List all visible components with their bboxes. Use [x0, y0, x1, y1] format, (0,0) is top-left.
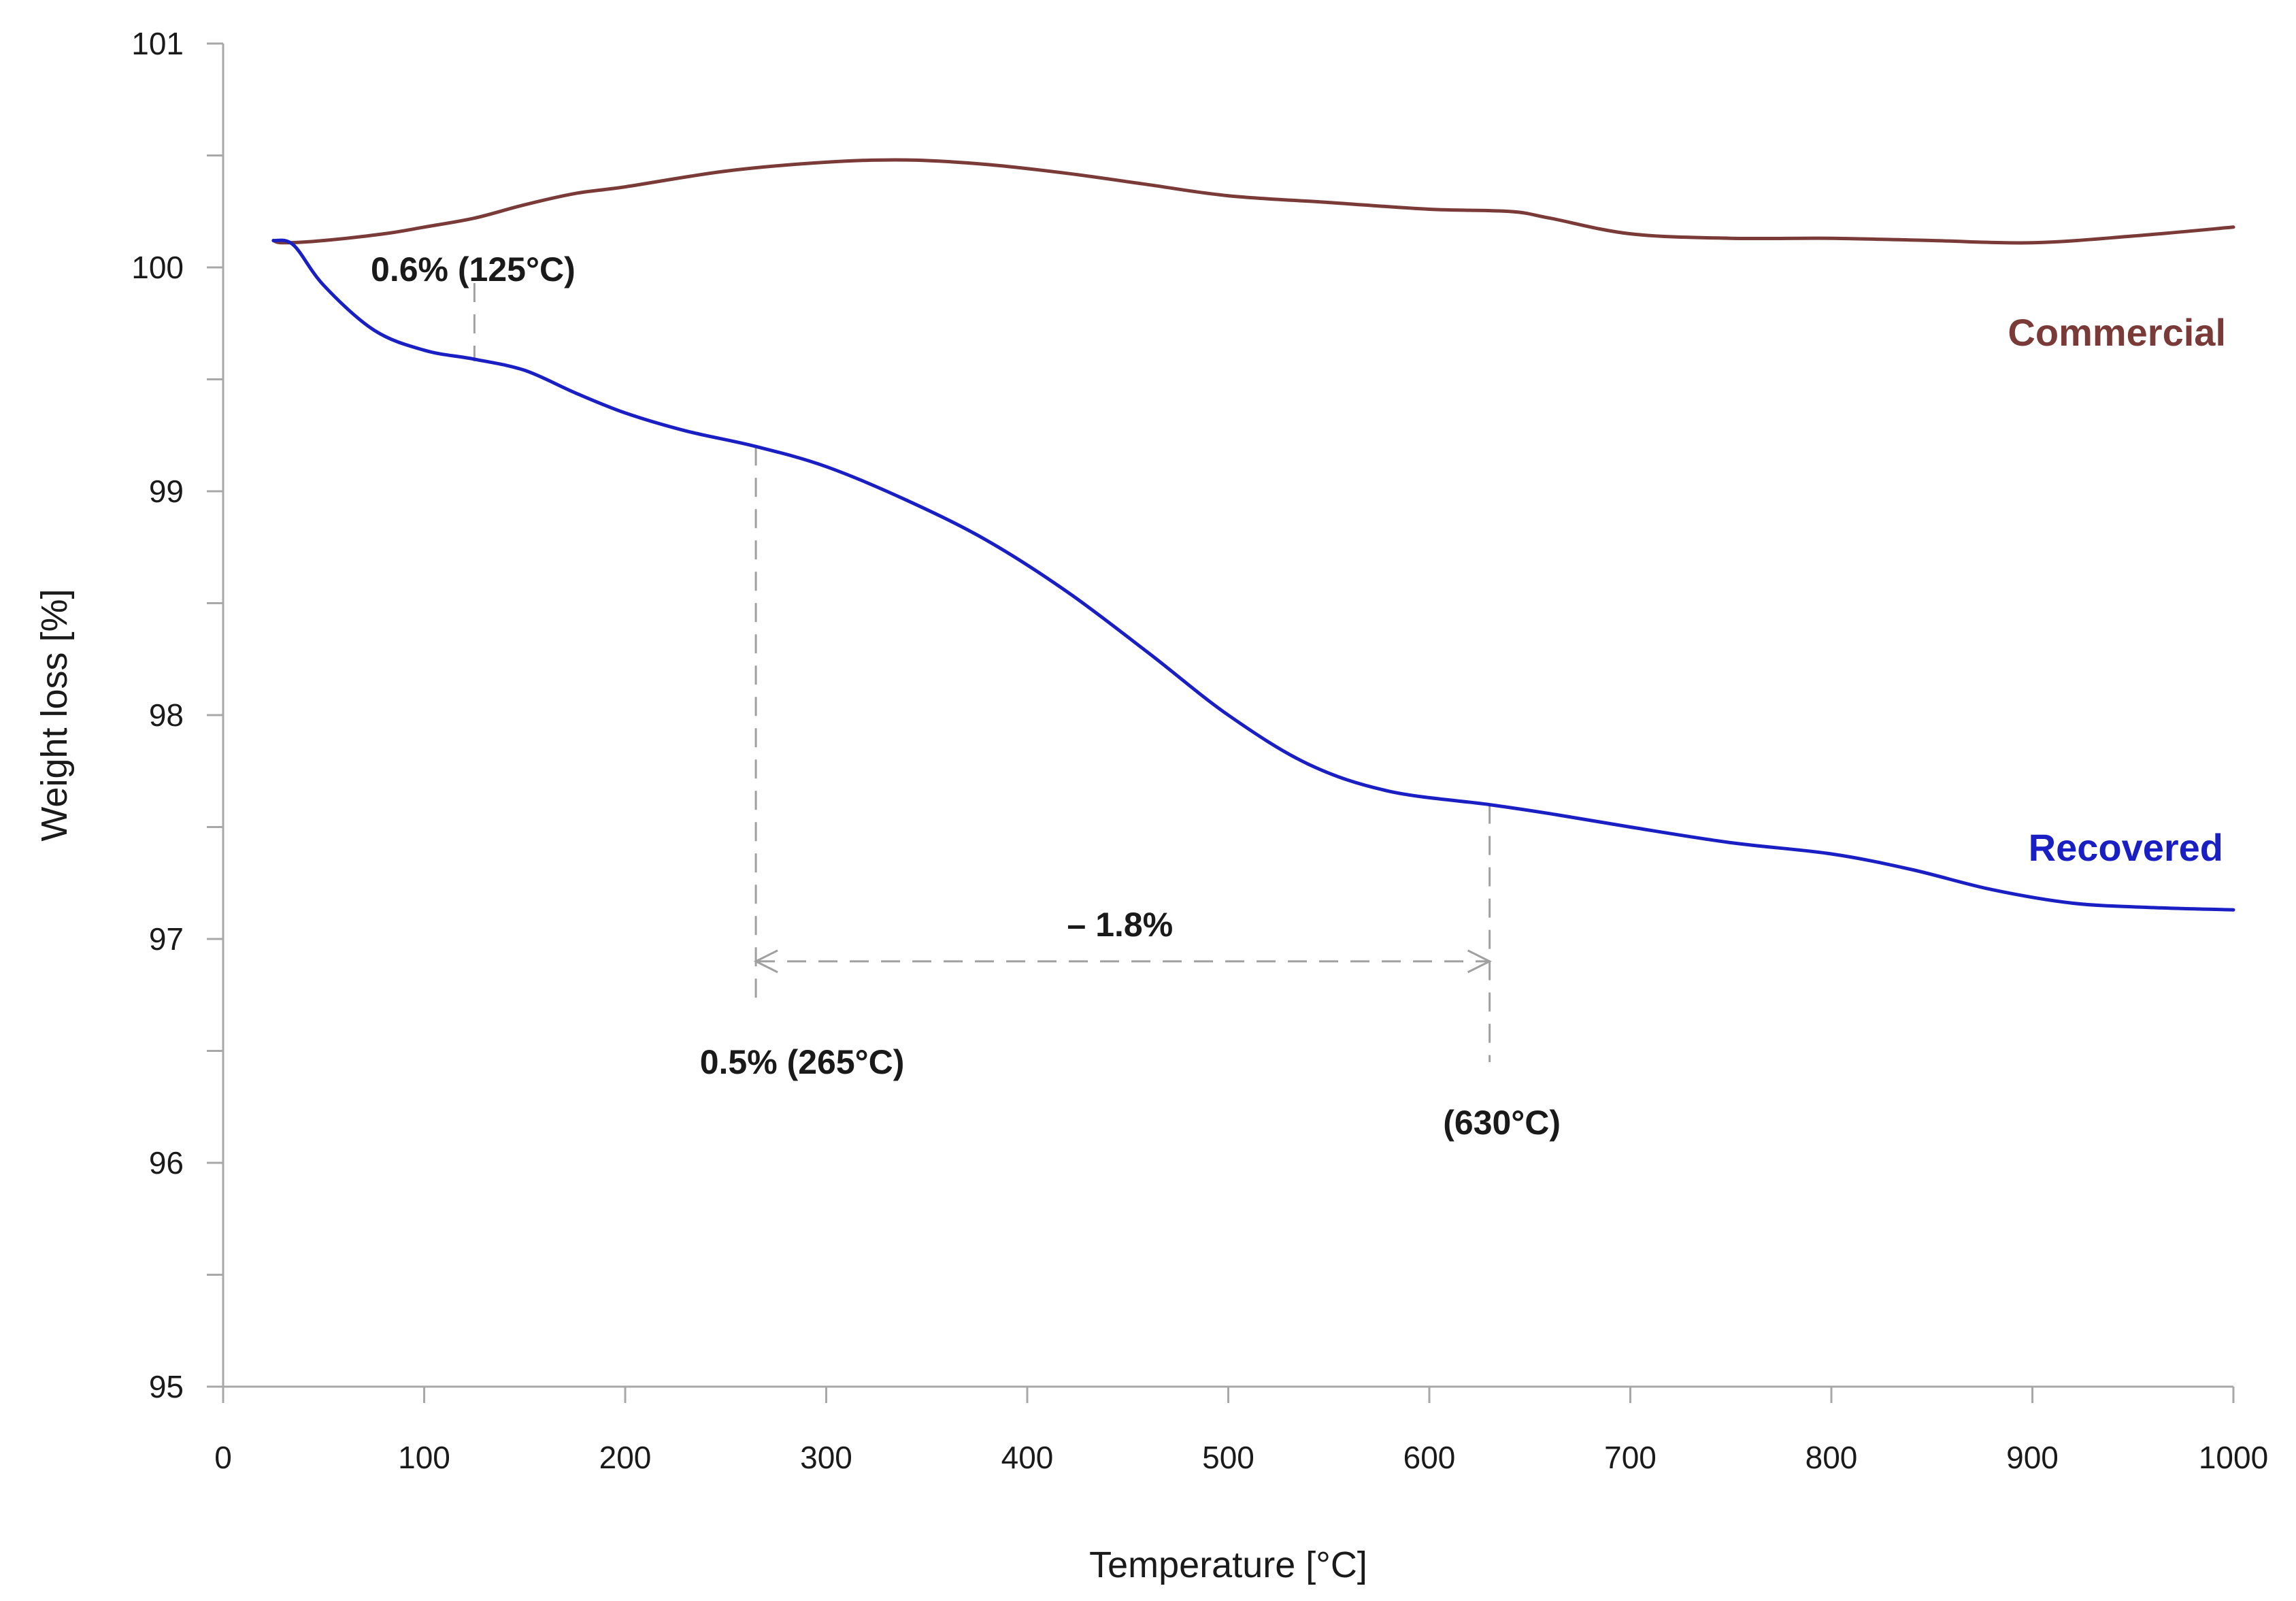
x-tick-label: 700: [1604, 1440, 1657, 1475]
y-axis-title: Weight loss [%]: [34, 589, 75, 841]
series-line-recovered: [271, 238, 2235, 912]
x-axis-title: Temperature [°C]: [1089, 1545, 1367, 1585]
x-tick-label: 0: [214, 1440, 232, 1475]
axes: 95 96 97 98 99 100 101 0 100 200 300 400 500 600 700 80…: [34, 26, 2268, 1585]
y-tick-label: 100: [131, 250, 184, 285]
y-tick-label: 101: [131, 26, 184, 61]
annotation-label-630: (630°C): [1443, 1104, 1561, 1142]
series-label-commercial: Commercial: [2008, 311, 2226, 354]
annotation-label-125: 0.6% (125°C): [371, 250, 576, 288]
annotation-label-265: 0.5% (265°C): [700, 1043, 905, 1081]
series-line-commercial: [271, 158, 2235, 245]
x-tick-label: 800: [1806, 1440, 1858, 1475]
y-tick-label: 98: [149, 697, 184, 733]
y-tick-label: 96: [149, 1145, 184, 1181]
span-arrow-head-right: [1467, 949, 1493, 974]
series-lines: [271, 158, 2235, 912]
annotation-label-delta: – 1.8%: [1067, 906, 1174, 944]
annotation-labels: Commercial Recovered 0.6% (125°C) 0.5% (265…: [371, 250, 2226, 1142]
x-tick-label: 600: [1403, 1440, 1456, 1475]
x-tick-label: 900: [2006, 1440, 2059, 1475]
series-label-recovered: Recovered: [2029, 826, 2223, 869]
x-tick-label: 500: [1202, 1440, 1254, 1475]
x-tick-label: 1000: [2199, 1440, 2268, 1475]
x-tick-label: 300: [800, 1440, 852, 1475]
x-tick-label: 400: [1001, 1440, 1054, 1475]
y-tick-label: 97: [149, 921, 184, 957]
x-tick-label: 200: [599, 1440, 652, 1475]
y-tick-label: 95: [149, 1369, 184, 1404]
x-tick-label: 100: [398, 1440, 450, 1475]
span-arrow-head-left: [753, 949, 778, 974]
y-tick-label: 99: [149, 474, 184, 509]
annotation-guides: [473, 283, 1493, 1062]
